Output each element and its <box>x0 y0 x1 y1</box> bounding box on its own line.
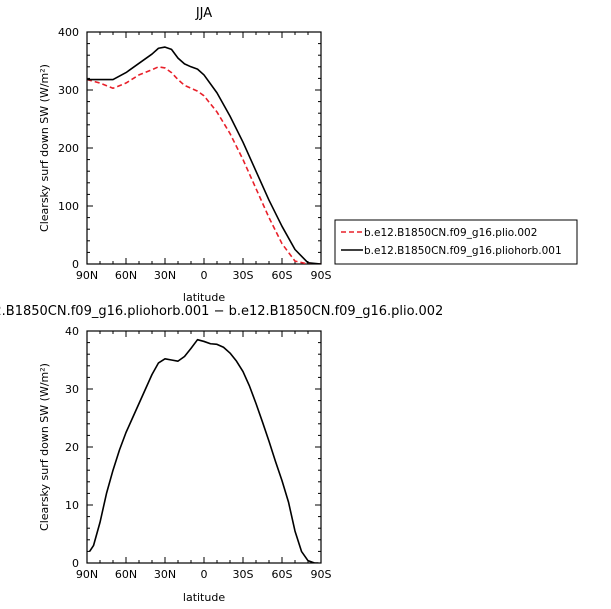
x-tick-label: 90N <box>76 568 98 581</box>
chart-title: JJA <box>195 6 212 21</box>
plot-frame <box>86 31 322 265</box>
plot-frame <box>86 330 322 564</box>
x-tick-label: 30N <box>154 568 176 581</box>
x-tick-label: 30S <box>233 568 254 581</box>
y-tick-label: 0 <box>72 258 79 271</box>
series-line-1 <box>88 338 319 563</box>
x-tick-label: 90N <box>76 269 98 282</box>
legend-box <box>334 219 578 265</box>
y-tick-label: 20 <box>65 441 79 454</box>
legend-entry-1: b.e12.B1850CN.f09_g16.plio.002 <box>364 227 537 239</box>
y-tick-label: 400 <box>58 26 79 39</box>
y-axis-label: Clearsky surf down SW (W/m²) <box>38 363 51 531</box>
x-tick-label: 90S <box>311 269 332 282</box>
y-tick-label: 10 <box>65 499 79 512</box>
y-tick-label: 200 <box>58 142 79 155</box>
x-tick-label: 90S <box>311 568 332 581</box>
x-tick-label: 60S <box>272 269 293 282</box>
x-tick-label: 30N <box>154 269 176 282</box>
x-axis-label: latitude <box>183 591 225 604</box>
x-tick-label: 0 <box>201 269 208 282</box>
legend-entry-2: b.e12.B1850CN.f09_g16.pliohorb.001 <box>364 245 562 257</box>
x-tick-label: 60N <box>115 568 137 581</box>
x-axis-label: latitude <box>183 291 225 304</box>
y-tick-label: 40 <box>65 325 79 338</box>
y-axis-label: Clearsky surf down SW (W/m²) <box>38 64 51 232</box>
y-tick-label: 300 <box>58 84 79 97</box>
x-tick-label: 60N <box>115 269 137 282</box>
bottom-panel: b.e12.B1850CN.f09_g16.pliohorb.001 − b.e… <box>0 304 443 604</box>
legend: b.e12.B1850CN.f09_g16.plio.002 b.e12.B185… <box>334 219 578 265</box>
x-tick-label: 60S <box>272 568 293 581</box>
y-tick-label: 0 <box>72 557 79 570</box>
x-tick-label: 30S <box>233 269 254 282</box>
x-tick-label: 0 <box>201 568 208 581</box>
series-line-1 <box>87 66 321 264</box>
y-tick-label: 30 <box>65 383 79 396</box>
chart-title: b.e12.B1850CN.f09_g16.pliohorb.001 − b.e… <box>0 304 443 319</box>
top-panel: JJA 90N 60N 30N 0 30S 60S 90S 0 100 200 300 400 latit… <box>38 6 332 304</box>
series-line-2 <box>87 46 321 264</box>
y-tick-label: 100 <box>58 200 79 213</box>
